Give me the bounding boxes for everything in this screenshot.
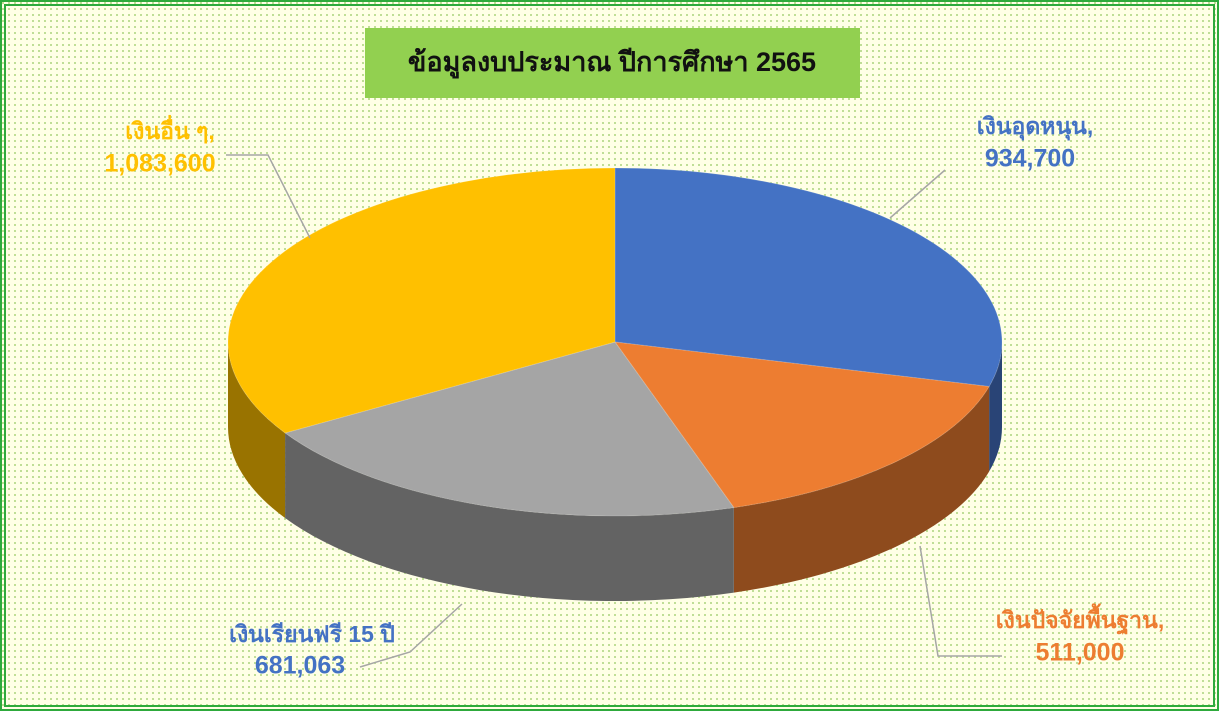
slice-side xyxy=(228,342,286,518)
leader-line xyxy=(889,169,946,219)
pie-tops xyxy=(227,167,1003,517)
slice xyxy=(613,341,990,509)
title-box xyxy=(365,28,860,98)
value-label: 934,700 xyxy=(985,145,1075,173)
slice xyxy=(227,167,616,434)
slice xyxy=(614,167,1003,388)
data-labels: เงินอุดหนุน, 934,700 เงินปัจจัยพื้นฐาน, 511… xyxy=(104,113,1164,680)
leader-line xyxy=(919,545,1002,657)
slice-side xyxy=(989,342,1002,472)
slice-side xyxy=(285,432,734,601)
slice xyxy=(283,341,735,517)
category-label: เงินอื่น ๆ, xyxy=(125,114,214,144)
chart-title: ข้อมูลงบประมาณ ปีการศึกษา 2565 xyxy=(408,47,816,79)
category-label: เงินปัจจัยพื้นฐาน, xyxy=(996,603,1164,635)
category-label: เงินอุดหนุน, xyxy=(977,113,1094,141)
value-label: 511,000 xyxy=(1036,639,1125,667)
value-label: 1,083,600 xyxy=(104,150,215,178)
pie-sides xyxy=(228,342,1002,601)
category-label: เงินเรียนฟรี 15 ปี xyxy=(229,621,395,647)
slice-side xyxy=(733,386,990,593)
value-label: 681,063 xyxy=(255,652,345,680)
leader-line xyxy=(359,603,463,668)
leader-line xyxy=(226,154,311,239)
